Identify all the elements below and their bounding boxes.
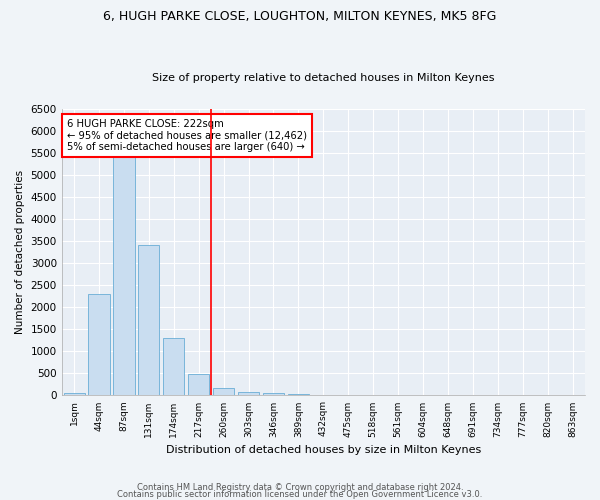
Title: Size of property relative to detached houses in Milton Keynes: Size of property relative to detached ho… bbox=[152, 73, 494, 83]
Bar bbox=[64, 393, 85, 396]
Bar bbox=[138, 246, 160, 396]
Bar bbox=[88, 294, 110, 396]
Text: 6 HUGH PARKE CLOSE: 222sqm
← 95% of detached houses are smaller (12,462)
5% of s: 6 HUGH PARKE CLOSE: 222sqm ← 95% of deta… bbox=[67, 119, 307, 152]
Bar bbox=[188, 374, 209, 396]
Bar bbox=[163, 338, 184, 396]
X-axis label: Distribution of detached houses by size in Milton Keynes: Distribution of detached houses by size … bbox=[166, 445, 481, 455]
Bar bbox=[288, 394, 309, 396]
Bar bbox=[263, 393, 284, 396]
Bar bbox=[238, 392, 259, 396]
Bar bbox=[213, 388, 234, 396]
Y-axis label: Number of detached properties: Number of detached properties bbox=[15, 170, 25, 334]
Text: 6, HUGH PARKE CLOSE, LOUGHTON, MILTON KEYNES, MK5 8FG: 6, HUGH PARKE CLOSE, LOUGHTON, MILTON KE… bbox=[103, 10, 497, 23]
Bar bbox=[113, 155, 134, 396]
Text: Contains HM Land Registry data © Crown copyright and database right 2024.: Contains HM Land Registry data © Crown c… bbox=[137, 484, 463, 492]
Text: Contains public sector information licensed under the Open Government Licence v3: Contains public sector information licen… bbox=[118, 490, 482, 499]
